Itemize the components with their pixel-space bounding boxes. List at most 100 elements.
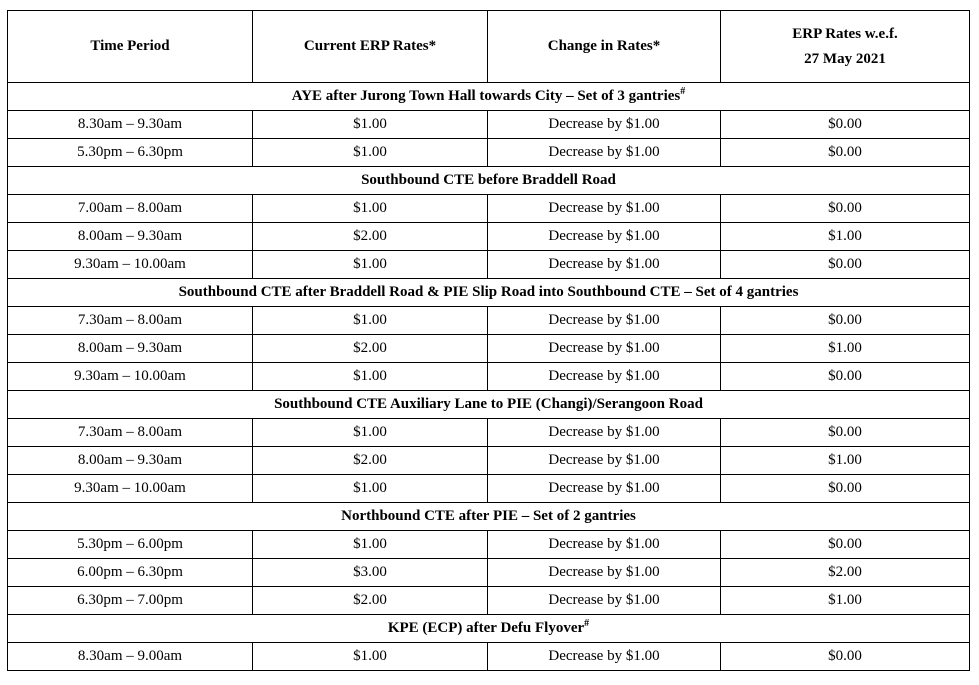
table-row: 8.00am – 9.30am $2.00 Decrease by $1.00 $1.… — [7, 334, 970, 363]
current-rate-cell: $1.00 — [252, 362, 488, 391]
table-row: 9.30am – 10.00am $1.00 Decrease by $1.00 $0… — [7, 474, 970, 503]
new-rate-cell: $1.00 — [720, 586, 970, 615]
change-cell: Decrease by $1.00 — [487, 110, 721, 139]
current-rate-cell: $2.00 — [252, 446, 488, 475]
change-cell: Decrease by $1.00 — [487, 362, 721, 391]
table-row: 5.30pm – 6.00pm $1.00 Decrease by $1.00 $0.… — [7, 530, 970, 559]
time-period-cell: 8.00am – 9.30am — [7, 334, 253, 363]
table-body: AYE after Jurong Town Hall towards City … — [7, 82, 970, 671]
change-cell: Decrease by $1.00 — [487, 138, 721, 167]
section-header-row: Southbound CTE after Braddell Road & PIE… — [7, 278, 970, 307]
table-row: 8.00am – 9.30am $2.00 Decrease by $1.00 $1.… — [7, 222, 970, 251]
section-footnote-marker: # — [584, 618, 590, 629]
current-rate-cell: $1.00 — [252, 418, 488, 447]
time-period-cell: 7.30am – 8.00am — [7, 306, 253, 335]
section-title: AYE after Jurong Town Hall towards City … — [291, 88, 681, 104]
time-period-cell: 8.30am – 9.30am — [7, 110, 253, 139]
section-title: Southbound CTE after Braddell Road & PIE… — [178, 284, 799, 300]
section-title: Southbound CTE before Braddell Road — [361, 172, 616, 188]
time-period-cell: 5.30pm – 6.00pm — [7, 530, 253, 559]
current-rate-cell: $1.00 — [252, 474, 488, 503]
header-new-rates-line2: 27 May 2021 — [804, 50, 886, 67]
current-rate-cell: $1.00 — [252, 194, 488, 223]
change-cell: Decrease by $1.00 — [487, 642, 721, 671]
change-cell: Decrease by $1.00 — [487, 558, 721, 587]
time-period-cell: 8.00am – 9.30am — [7, 222, 253, 251]
section-header-row: AYE after Jurong Town Hall towards City … — [7, 82, 970, 111]
header-row: Time Period Current ERP Rates* Change in… — [7, 10, 970, 83]
header-change-in-rates: Change in Rates* — [487, 10, 721, 83]
new-rate-cell: $2.00 — [720, 558, 970, 587]
section-title: Southbound CTE Auxiliary Lane to PIE (Ch… — [274, 396, 703, 412]
new-rate-cell: $1.00 — [720, 222, 970, 251]
change-cell: Decrease by $1.00 — [487, 306, 721, 335]
section-title-cell: Northbound CTE after PIE – Set of 2 gant… — [7, 502, 970, 531]
new-rate-cell: $0.00 — [720, 250, 970, 279]
current-rate-cell: $1.00 — [252, 642, 488, 671]
new-rate-cell: $0.00 — [720, 474, 970, 503]
header-new-rates: ERP Rates w.e.f. 27 May 2021 — [720, 10, 970, 83]
section-title-cell: Southbound CTE after Braddell Road & PIE… — [7, 278, 970, 307]
new-rate-cell: $1.00 — [720, 446, 970, 475]
time-period-cell: 8.00am – 9.30am — [7, 446, 253, 475]
time-period-cell: 7.00am – 8.00am — [7, 194, 253, 223]
table-row: 8.30am – 9.00am $1.00 Decrease by $1.00 $0.… — [7, 642, 970, 671]
section-header-row: Southbound CTE before Braddell Road — [7, 166, 970, 195]
section-header-row: KPE (ECP) after Defu Flyover# — [7, 614, 970, 643]
time-period-cell: 6.00pm – 6.30pm — [7, 558, 253, 587]
change-cell: Decrease by $1.00 — [487, 446, 721, 475]
table-row: 6.00pm – 6.30pm $3.00 Decrease by $1.00 $2.… — [7, 558, 970, 587]
section-title-cell: Southbound CTE Auxiliary Lane to PIE (Ch… — [7, 390, 970, 419]
change-cell: Decrease by $1.00 — [487, 250, 721, 279]
current-rate-cell: $2.00 — [252, 586, 488, 615]
header-new-rates-line1: ERP Rates w.e.f. — [792, 25, 898, 42]
table-row: 8.00am – 9.30am $2.00 Decrease by $1.00 $1.… — [7, 446, 970, 475]
change-cell: Decrease by $1.00 — [487, 530, 721, 559]
table-row: 7.30am – 8.00am $1.00 Decrease by $1.00 $0.… — [7, 418, 970, 447]
current-rate-cell: $3.00 — [252, 558, 488, 587]
current-rate-cell: $1.00 — [252, 530, 488, 559]
change-cell: Decrease by $1.00 — [487, 222, 721, 251]
table-row: 7.00am – 8.00am $1.00 Decrease by $1.00 $0.… — [7, 194, 970, 223]
change-cell: Decrease by $1.00 — [487, 418, 721, 447]
header-current-rates: Current ERP Rates* — [252, 10, 488, 83]
new-rate-cell: $0.00 — [720, 306, 970, 335]
erp-rates-table: Time Period Current ERP Rates* Change in… — [7, 10, 970, 671]
new-rate-cell: $0.00 — [720, 194, 970, 223]
header-time-period: Time Period — [7, 10, 253, 83]
table-row: 8.30am – 9.30am $1.00 Decrease by $1.00 $0.… — [7, 110, 970, 139]
current-rate-cell: $1.00 — [252, 110, 488, 139]
table-row: 5.30pm – 6.30pm $1.00 Decrease by $1.00 $0.… — [7, 138, 970, 167]
section-header-row: Southbound CTE Auxiliary Lane to PIE (Ch… — [7, 390, 970, 419]
table-row: 9.30am – 10.00am $1.00 Decrease by $1.00 $0… — [7, 250, 970, 279]
change-cell: Decrease by $1.00 — [487, 334, 721, 363]
section-title: KPE (ECP) after Defu Flyover — [387, 620, 585, 636]
new-rate-cell: $0.00 — [720, 418, 970, 447]
current-rate-cell: $1.00 — [252, 138, 488, 167]
current-rate-cell: $2.00 — [252, 334, 488, 363]
table-row: 6.30pm – 7.00pm $2.00 Decrease by $1.00 $1.… — [7, 586, 970, 615]
time-period-cell: 6.30pm – 7.00pm — [7, 586, 253, 615]
new-rate-cell: $0.00 — [720, 362, 970, 391]
change-cell: Decrease by $1.00 — [487, 474, 721, 503]
time-period-cell: 9.30am – 10.00am — [7, 250, 253, 279]
new-rate-cell: $0.00 — [720, 138, 970, 167]
table-row: 9.30am – 10.00am $1.00 Decrease by $1.00 $0… — [7, 362, 970, 391]
time-period-cell: 7.30am – 8.00am — [7, 418, 253, 447]
table-header: Time Period Current ERP Rates* Change in… — [7, 10, 970, 83]
section-header-row: Northbound CTE after PIE – Set of 2 gant… — [7, 502, 970, 531]
new-rate-cell: $1.00 — [720, 334, 970, 363]
section-title-cell: AYE after Jurong Town Hall towards City … — [7, 82, 970, 111]
current-rate-cell: $1.00 — [252, 250, 488, 279]
section-title: Northbound CTE after PIE – Set of 2 gant… — [341, 508, 636, 524]
change-cell: Decrease by $1.00 — [487, 586, 721, 615]
change-cell: Decrease by $1.00 — [487, 194, 721, 223]
section-footnote-marker: # — [680, 86, 686, 97]
new-rate-cell: $0.00 — [720, 110, 970, 139]
table-row: 7.30am – 8.00am $1.00 Decrease by $1.00 $0.… — [7, 306, 970, 335]
time-period-cell: 9.30am – 10.00am — [7, 362, 253, 391]
current-rate-cell: $1.00 — [252, 306, 488, 335]
section-title-cell: Southbound CTE before Braddell Road — [7, 166, 970, 195]
time-period-cell: 5.30pm – 6.30pm — [7, 138, 253, 167]
new-rate-cell: $0.00 — [720, 530, 970, 559]
